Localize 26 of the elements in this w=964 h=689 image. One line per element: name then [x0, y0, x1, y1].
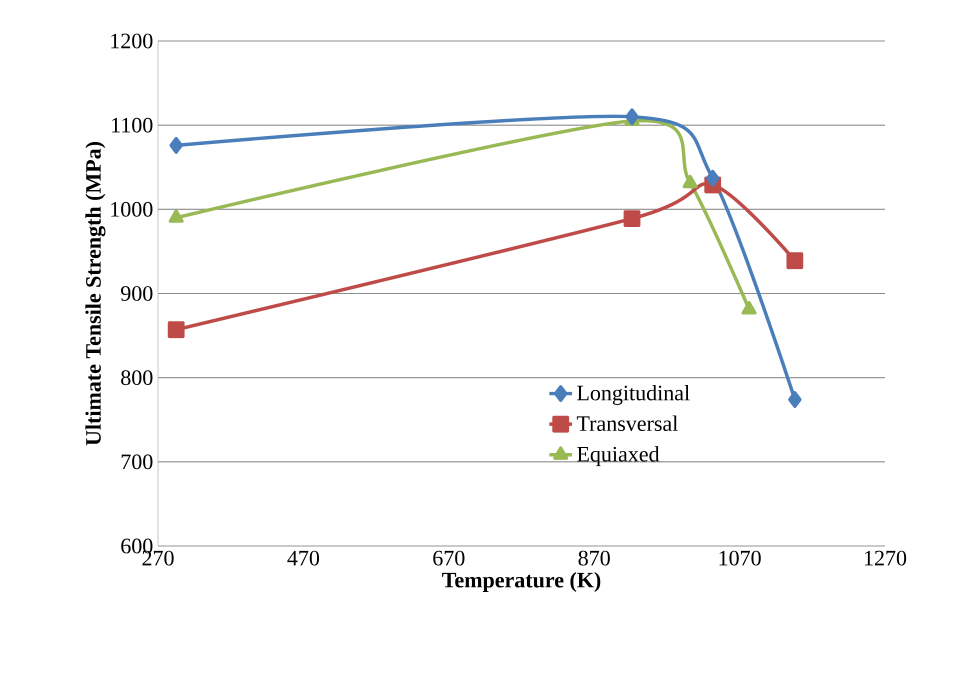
- y-tick-label: 800: [121, 370, 152, 386]
- x-tick-label: 670: [433, 550, 464, 566]
- point: [625, 108, 639, 126]
- point: [168, 209, 184, 223]
- y-tick-label: 900: [121, 286, 152, 301]
- y-tick-label: 700: [122, 454, 152, 470]
- point: [706, 170, 720, 187]
- x-tick-label: 1270: [864, 550, 906, 566]
- point: [624, 210, 640, 227]
- legend-label: Longitudinal: [577, 384, 690, 405]
- x-tick-label: 870: [578, 550, 610, 566]
- point: [168, 321, 185, 338]
- y-tick-label: 1000: [111, 202, 152, 217]
- point: [788, 391, 802, 408]
- legend-label: Transversal: [576, 416, 678, 432]
- point: [682, 174, 698, 188]
- y-tick-label: 1100: [112, 118, 152, 133]
- point: [742, 301, 757, 315]
- point: [169, 136, 183, 154]
- y-axis-title: Ultimate Tensile Strength (MPa): [85, 142, 106, 446]
- legend-label: Equiaxed: [577, 446, 660, 466]
- y-tick-label: 1200: [111, 34, 152, 48]
- x-tick-label: 470: [287, 550, 320, 566]
- point: [786, 252, 804, 270]
- x-axis-title: Temperature (K): [442, 572, 600, 592]
- x-tick-label: 1070: [720, 550, 761, 566]
